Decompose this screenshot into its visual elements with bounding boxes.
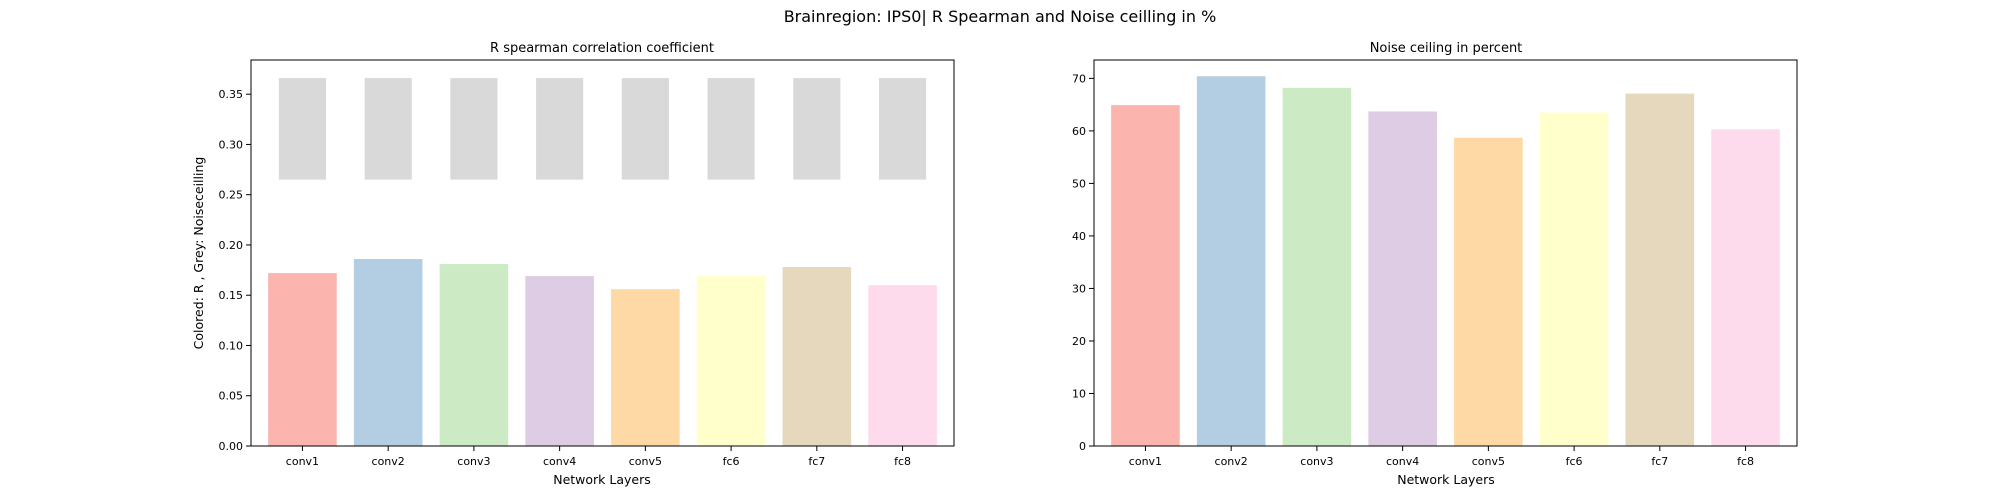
noise-ceiling-bar <box>1282 87 1352 446</box>
r-spearman-bar <box>696 276 766 446</box>
noise-ceiling-y-ticks: 0 10 20 30 40 50 60 70 <box>1072 72 1094 453</box>
noise-ceiling-bar <box>1625 93 1695 446</box>
r-spearman-chart: R spearman correlation coefficient 0.000… <box>191 41 955 487</box>
r-spearman-bar <box>782 267 852 446</box>
r-spearman-x-tick-label: conv5 <box>629 455 662 468</box>
noise-ceiling-x-tick-label: fc7 <box>1651 455 1668 468</box>
noise-ceiling-chart: Noise ceiling in percent 0 10 20 30 40 50 60 70… <box>1072 41 1798 487</box>
r-spearman-bar <box>439 264 509 446</box>
r-spearman-bar <box>268 273 337 446</box>
r-spearman-bar <box>868 285 937 446</box>
noise-ceiling-y-tick-label: 20 <box>1072 335 1086 348</box>
r-spearman-x-tick-label: conv4 <box>543 455 576 468</box>
r-spearman-bar <box>353 259 423 446</box>
r-spearman-noiseceiling-bar <box>793 78 841 180</box>
r-spearman-y-tick-label: 0.15 <box>219 289 244 302</box>
r-spearman-x-tick-label: fc7 <box>808 455 825 468</box>
noise-ceiling-y-tick-label: 60 <box>1072 125 1086 138</box>
r-spearman-y-ticks: 0.00 0.05 0.10 0.15 0.20 0.25 0.30 0.35 <box>219 88 251 453</box>
r-spearman-y-tick-label: 0.25 <box>219 189 244 202</box>
r-spearman-x-tick-label: conv2 <box>372 455 405 468</box>
noise-ceiling-x-axis-label: Network Layers <box>1397 472 1495 487</box>
r-spearman-bar <box>525 276 594 446</box>
r-spearman-y-tick-label: 0.30 <box>219 138 244 151</box>
r-spearman-y-tick-label: 0.00 <box>219 440 244 453</box>
noise-ceiling-bar <box>1454 137 1523 447</box>
noise-ceiling-bar <box>1711 129 1780 446</box>
r-spearman-y-axis-label: Colored: R , Grey: Noiseceilling <box>191 157 206 350</box>
noise-ceiling-x-tick-label: conv5 <box>1472 455 1505 468</box>
r-spearman-y-tick-label: 0.35 <box>219 88 244 101</box>
noise-ceiling-plot-frame <box>1093 59 1798 447</box>
noise-ceiling-x-tick-label: fc6 <box>1566 455 1583 468</box>
noise-ceiling-bar <box>1368 111 1437 446</box>
r-spearman-noiseceiling-bar <box>621 78 669 180</box>
r-spearman-y-tick-label: 0.10 <box>219 339 244 352</box>
noise-ceiling-y-tick-label: 30 <box>1072 282 1086 295</box>
noise-ceiling-x-tick-label: conv4 <box>1386 455 1419 468</box>
noise-ceiling-x-tick-label: conv1 <box>1129 455 1162 468</box>
noise-ceiling-y-tick-label: 70 <box>1072 72 1086 85</box>
noise-ceiling-y-tick-label: 40 <box>1072 230 1086 243</box>
noise-ceiling-y-tick-label: 10 <box>1072 387 1086 400</box>
r-spearman-x-ticks: conv1 conv2 conv3 conv4 conv5 fc6 fc7 fc8 <box>286 446 911 468</box>
noise-ceiling-bar <box>1196 76 1266 446</box>
noise-ceiling-bar <box>1111 105 1180 447</box>
noise-ceiling-value-bars <box>1111 76 1780 447</box>
noise-ceiling-y-tick-label: 50 <box>1072 177 1086 190</box>
noise-ceiling-y-tick-label: 0 <box>1079 440 1086 453</box>
r-spearman-noiseceiling-bar <box>536 78 584 180</box>
r-spearman-plot-frame <box>250 59 955 447</box>
noise-ceiling-bar <box>1539 112 1609 447</box>
r-spearman-noiseceiling-bar <box>707 78 755 180</box>
noise-ceiling-x-tick-label: conv3 <box>1300 455 1333 468</box>
r-spearman-noiseceiling-bar <box>278 78 327 180</box>
r-spearman-noiseceiling-bar <box>878 78 927 180</box>
r-spearman-x-tick-label: fc6 <box>723 455 740 468</box>
r-spearman-value-bars <box>268 259 937 446</box>
r-spearman-noiseceiling-bar <box>364 78 412 180</box>
figure-suptitle: Brainregion: IPS0| R Spearman and Noise … <box>784 7 1217 26</box>
r-spearman-chart-title: R spearman correlation coefficient <box>490 41 714 56</box>
r-spearman-noiseceiling-bars <box>278 78 927 180</box>
noise-ceiling-chart-title: Noise ceiling in percent <box>1370 41 1523 56</box>
noise-ceiling-x-tick-label: conv2 <box>1215 455 1248 468</box>
r-spearman-x-tick-label: conv3 <box>457 455 490 468</box>
r-spearman-noiseceiling-bar <box>450 78 498 180</box>
r-spearman-x-tick-label: conv1 <box>286 455 319 468</box>
r-spearman-y-tick-label: 0.20 <box>219 239 244 252</box>
r-spearman-x-tick-label: fc8 <box>894 455 911 468</box>
r-spearman-y-tick-label: 0.05 <box>219 390 244 403</box>
noise-ceiling-x-tick-label: fc8 <box>1737 455 1754 468</box>
r-spearman-x-axis-label: Network Layers <box>553 472 651 487</box>
noise-ceiling-x-ticks: conv1 conv2 conv3 conv4 conv5 fc6 fc7 fc8 <box>1129 446 1754 468</box>
r-spearman-bar <box>611 289 680 446</box>
